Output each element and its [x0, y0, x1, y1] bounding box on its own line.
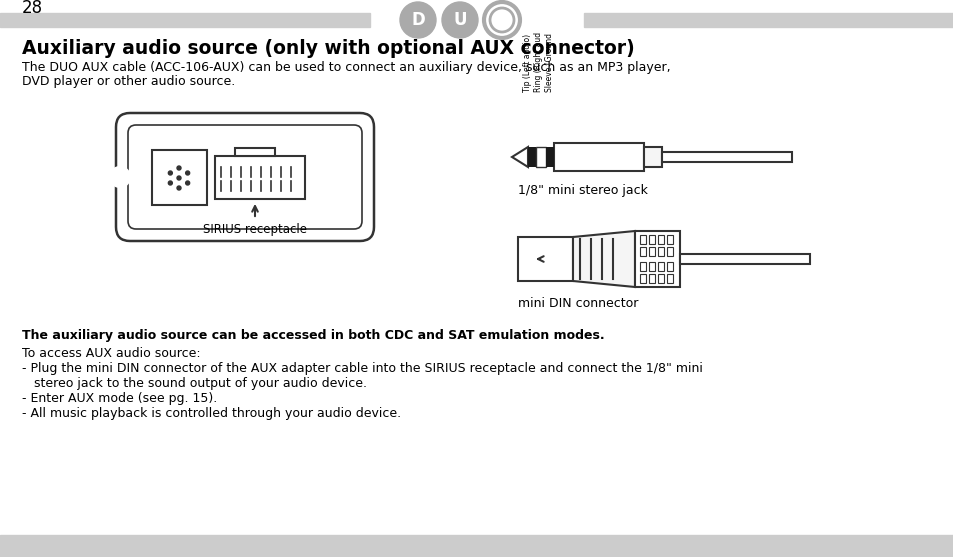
Bar — [639, 247, 645, 256]
Bar — [639, 235, 645, 244]
Text: U: U — [453, 11, 466, 29]
Bar — [661, 152, 791, 162]
Polygon shape — [512, 147, 527, 167]
Bar — [643, 147, 661, 167]
Circle shape — [168, 181, 172, 185]
Bar — [658, 262, 663, 271]
Text: SIRIUS receptacle: SIRIUS receptacle — [203, 223, 307, 236]
Bar — [658, 247, 663, 256]
FancyBboxPatch shape — [116, 113, 374, 241]
Text: - All music playback is controlled through your audio device.: - All music playback is controlled throu… — [22, 407, 400, 420]
Circle shape — [177, 186, 181, 190]
Bar — [545, 147, 554, 167]
Text: D: D — [411, 11, 424, 29]
Bar — [517, 237, 573, 281]
Bar — [554, 143, 643, 171]
Bar — [527, 147, 536, 167]
Bar — [658, 235, 663, 244]
Bar — [152, 150, 207, 205]
Bar — [666, 247, 672, 256]
FancyBboxPatch shape — [128, 125, 361, 229]
Circle shape — [168, 171, 172, 175]
Text: To access AUX audio source:: To access AUX audio source: — [22, 347, 200, 360]
Bar — [0, 535, 953, 557]
Circle shape — [161, 160, 196, 196]
Bar — [679, 254, 809, 264]
Text: mini DIN connector: mini DIN connector — [517, 297, 638, 310]
Bar — [0, 13, 370, 27]
Text: stereo jack to the sound output of your audio device.: stereo jack to the sound output of your … — [22, 377, 367, 390]
Text: 28: 28 — [22, 0, 43, 17]
Bar — [648, 235, 655, 244]
Bar — [635, 231, 679, 287]
Circle shape — [110, 167, 130, 187]
Text: The DUO AUX cable (ACC-106-AUX) can be used to connect an auxiliary device, such: The DUO AUX cable (ACC-106-AUX) can be u… — [22, 61, 670, 74]
Text: - Enter AUX mode (see pg. 15).: - Enter AUX mode (see pg. 15). — [22, 392, 217, 405]
Bar — [583, 13, 953, 27]
Circle shape — [186, 181, 190, 185]
Bar — [214, 156, 305, 199]
Circle shape — [399, 2, 436, 38]
Text: Auxiliary audio source (only with optional AUX connector): Auxiliary audio source (only with option… — [22, 39, 634, 58]
Bar — [639, 274, 645, 283]
Circle shape — [177, 176, 181, 180]
Bar — [666, 235, 672, 244]
Polygon shape — [573, 231, 635, 287]
Text: Sleeve (Ground: Sleeve (Ground — [545, 33, 554, 92]
Text: The auxiliary audio source can be accessed in both CDC and SAT emulation modes.: The auxiliary audio source can be access… — [22, 329, 604, 342]
Circle shape — [186, 171, 190, 175]
Bar — [234, 148, 274, 156]
Text: DVD player or other audio source.: DVD player or other audio source. — [22, 75, 235, 88]
Bar — [639, 262, 645, 271]
Circle shape — [177, 166, 181, 170]
Bar — [536, 147, 545, 167]
Bar — [648, 247, 655, 256]
Bar — [666, 262, 672, 271]
Bar — [648, 262, 655, 271]
Bar — [648, 274, 655, 283]
Text: Ring (Right aud: Ring (Right aud — [534, 32, 543, 92]
Text: - Plug the mini DIN connector of the AUX adapter cable into the SIRIUS receptacl: - Plug the mini DIN connector of the AUX… — [22, 362, 702, 375]
Bar — [658, 274, 663, 283]
Bar — [666, 274, 672, 283]
Text: 1/8" mini stereo jack: 1/8" mini stereo jack — [517, 184, 647, 197]
Text: Tip (Left audio): Tip (Left audio) — [523, 34, 532, 92]
Circle shape — [441, 2, 477, 38]
